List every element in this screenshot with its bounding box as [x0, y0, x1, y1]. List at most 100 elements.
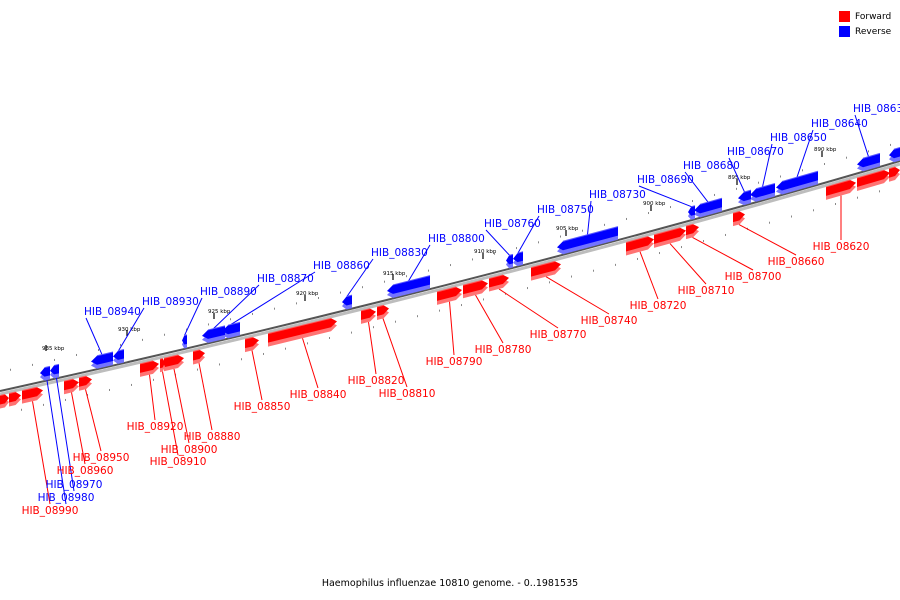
minor-tick-lower — [109, 388, 110, 391]
gene-glyph — [738, 189, 752, 206]
gene-glyph — [342, 294, 353, 310]
gene-body — [686, 224, 699, 236]
gene-body — [776, 171, 818, 191]
minor-tick-upper — [208, 323, 209, 326]
gene-leader-line — [149, 374, 156, 421]
forward-swatch — [839, 11, 850, 22]
minor-tick-upper — [428, 269, 429, 272]
minor-tick-lower — [593, 269, 594, 272]
gene-glyph-layer — [0, 147, 900, 409]
gene-glyph — [360, 308, 376, 324]
gene-label: HIB_08750 — [537, 204, 594, 216]
gene-highlight — [244, 336, 254, 340]
minor-tick-lower — [395, 320, 396, 323]
minor-tick-upper — [802, 169, 803, 172]
gene-label: HIB_08770 — [530, 329, 587, 341]
tick-label: 920 kbp — [296, 291, 319, 297]
gene-leader-line — [639, 251, 659, 300]
gene-leader-line — [498, 288, 559, 329]
gene-leader-line — [346, 258, 374, 297]
gene-leader-line — [684, 171, 709, 203]
minor-tick-upper — [318, 296, 319, 299]
gene-highlight — [743, 189, 752, 193]
gene-body — [361, 308, 376, 320]
genome-caption: Haemophilus influenzae 10810 genome. - 0… — [321, 578, 579, 589]
gene-highlight — [685, 223, 694, 227]
gene-glyph — [91, 351, 114, 369]
gene-highlight — [699, 197, 723, 205]
legend-reverse: Reverse — [839, 24, 891, 39]
gene-leader-line — [368, 321, 377, 375]
minor-tick-upper — [846, 156, 847, 159]
scale-tick: 895 kbp — [728, 175, 751, 185]
gene-body — [826, 180, 856, 196]
gene-highlight — [755, 182, 776, 190]
gene-highlight — [44, 365, 51, 369]
minor-tick-lower — [769, 221, 770, 224]
legend-forward: Forward — [839, 9, 891, 24]
gene-glyph-unlabelled — [8, 391, 21, 407]
label-leader-lines — [32, 114, 869, 505]
gene-body — [91, 352, 113, 365]
minor-tick-upper — [868, 150, 869, 153]
gene-highlight — [159, 358, 163, 360]
gene-body — [857, 153, 880, 168]
gene-label: HIB_08680 — [683, 160, 740, 172]
gene-glyph — [685, 223, 699, 240]
gene-label: HIB_08790 — [426, 356, 483, 368]
minor-tick-upper — [362, 286, 363, 289]
gene-leader-line — [54, 365, 75, 492]
gene-highlight — [207, 325, 226, 331]
gene-glyph — [267, 317, 337, 347]
minor-tick-lower — [703, 240, 704, 243]
gene-label: HIB_08940 — [84, 306, 141, 318]
minor-tick-lower — [373, 326, 374, 329]
gene-body — [160, 358, 165, 369]
scale-tick-layer: 935 kbp 930 kbp 925 kbp 920 kbp 915 kbp 910 k… — [10, 143, 891, 411]
gene-highlight — [184, 334, 188, 337]
gene-leader-line — [173, 368, 190, 444]
gene-body — [342, 295, 352, 306]
tick-label: 895 kbp — [728, 175, 751, 181]
gene-glyph — [462, 279, 488, 299]
gene-label: HIB_08950 — [73, 452, 130, 464]
minor-tick-lower — [879, 190, 880, 193]
minor-tick-lower — [549, 281, 550, 284]
minor-tick-upper — [824, 163, 825, 166]
gene-leader-line — [796, 129, 814, 178]
gene-highlight — [227, 321, 241, 326]
gene-body — [377, 305, 389, 316]
tick-label: 905 kbp — [556, 226, 579, 232]
minor-tick-upper — [274, 307, 275, 310]
gene-body — [889, 166, 900, 178]
minor-tick-upper — [890, 143, 891, 146]
minor-tick-upper — [670, 206, 671, 209]
minor-tick-lower — [835, 203, 836, 206]
gene-highlight — [192, 349, 200, 352]
gene-label-layer: HIB_08630 HIB_08640 HIB_08650 HIB_08670 HIB_… — [22, 103, 900, 517]
gene-label: HIB_08660 — [768, 256, 825, 268]
gene-highlight — [267, 317, 332, 335]
gene-glyph — [40, 365, 51, 381]
gene-leader-line — [32, 401, 51, 505]
gene-body — [193, 349, 205, 361]
gene-glyph — [222, 321, 241, 339]
gene-body — [182, 334, 187, 345]
gene-leader-line — [408, 244, 431, 282]
backbone-shadow — [0, 162, 900, 396]
minor-tick-lower — [21, 408, 22, 411]
gene-glyph — [488, 274, 509, 292]
gene-glyph — [750, 182, 776, 202]
minor-tick-lower — [813, 209, 814, 212]
minor-tick-lower — [285, 347, 286, 350]
gene-body — [0, 394, 9, 405]
minor-tick-upper — [406, 275, 407, 278]
gene-glyph — [50, 363, 60, 379]
gene-glyph — [139, 360, 159, 377]
gene-label: HIB_08710 — [678, 285, 735, 297]
gene-body — [750, 183, 775, 198]
gene-label: HIB_08670 — [727, 146, 784, 158]
gene-highlight — [562, 226, 619, 242]
gene-glyph — [113, 349, 125, 364]
